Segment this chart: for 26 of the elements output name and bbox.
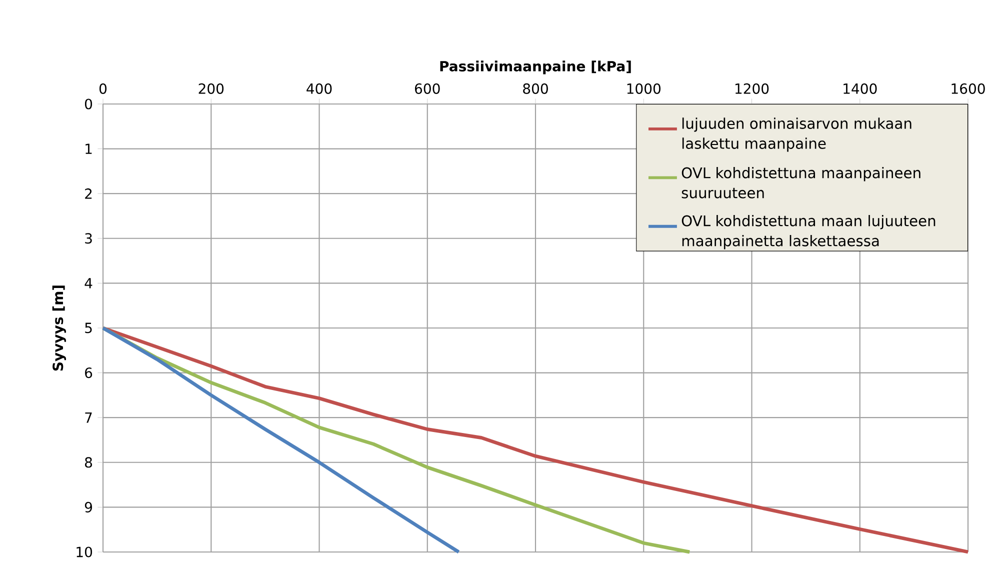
y-tick-label: 8 xyxy=(85,457,92,468)
y-tick-label: 1 xyxy=(86,144,92,154)
legend-label: OVL kohdistettuna maanpaineen suuruuteen xyxy=(682,167,920,198)
x-axis-title: Passiivimaanpaine [kPa] xyxy=(440,60,631,74)
y-tick-label: 10 xyxy=(76,546,92,558)
legend-label: lujuuden ominaisarvon mukaan laskettu maanpaine xyxy=(682,118,912,152)
y-tick-label: 4 xyxy=(84,278,92,288)
x-tick-label: 400 xyxy=(306,83,332,94)
x-tick-label: 800 xyxy=(523,83,548,94)
x-tick-label: 1400 xyxy=(844,83,877,94)
x-tick-label: 200 xyxy=(198,83,224,94)
y-tick-label: 5 xyxy=(85,322,92,334)
x-tick-label: 600 xyxy=(415,83,440,94)
y-tick-label: 6 xyxy=(85,367,92,378)
y-tick-label: 3 xyxy=(85,233,92,244)
legend-label: OVL kohdistettuna maan lujuuteen maanpainetta laskettaessa xyxy=(682,214,936,250)
x-tick-label: 1200 xyxy=(735,83,769,94)
line-series xyxy=(101,326,460,554)
y-tick-label: 2 xyxy=(85,188,92,199)
x-tick-label: 1600 xyxy=(952,83,985,94)
y-tick-label: 0 xyxy=(84,98,92,110)
y-tick-label: 7 xyxy=(85,412,92,423)
y-axis-title: Syvyys [m] xyxy=(52,286,66,371)
x-tick-label: 0 xyxy=(99,83,107,94)
y-tick-label: 9 xyxy=(84,502,92,512)
x-tick-label: 1000 xyxy=(627,83,660,94)
